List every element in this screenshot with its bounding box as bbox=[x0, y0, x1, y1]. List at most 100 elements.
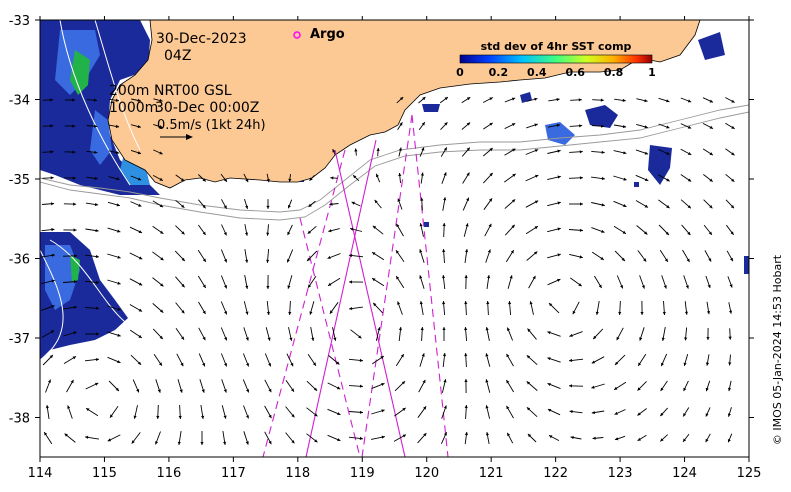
current-vector-head bbox=[557, 201, 561, 205]
current-vector-head bbox=[506, 380, 510, 384]
current-vector-head bbox=[557, 227, 561, 231]
current-vector-head bbox=[110, 414, 113, 418]
current-vector-head bbox=[708, 231, 712, 235]
current-vector-head bbox=[644, 178, 649, 181]
current-vector-head bbox=[155, 441, 159, 445]
current-vector-head bbox=[398, 147, 402, 151]
current-vector-head bbox=[133, 415, 137, 419]
current-vector-head bbox=[578, 98, 582, 102]
current-vector-head bbox=[661, 362, 664, 367]
current-vector-head bbox=[159, 98, 163, 102]
current-vector-head bbox=[665, 231, 669, 235]
current-vector-head bbox=[511, 224, 515, 229]
current-vector-head bbox=[48, 379, 51, 383]
current-vector-head bbox=[593, 335, 597, 340]
scale-label: 0.5m/s (1kt 24h) bbox=[157, 118, 266, 133]
current-vector-head bbox=[328, 229, 332, 233]
contour-white-west bbox=[40, 20, 141, 361]
current-vector-head bbox=[381, 383, 385, 386]
current-vector-head bbox=[686, 258, 690, 262]
current-vector-head bbox=[359, 384, 363, 388]
current-vector-head bbox=[137, 177, 142, 181]
current-vector-head bbox=[730, 257, 733, 262]
current-vector-head bbox=[683, 413, 687, 417]
current-vector-head bbox=[268, 388, 272, 393]
current-vector-head bbox=[661, 337, 665, 341]
current-vector-head bbox=[683, 438, 687, 442]
x-tick-label: 116 bbox=[156, 466, 181, 481]
current-vector-head bbox=[507, 432, 511, 437]
current-vector-head bbox=[506, 353, 510, 358]
x-tick-label: 125 bbox=[737, 466, 762, 481]
current-vector-head bbox=[181, 257, 185, 262]
current-vector-head bbox=[687, 125, 692, 129]
current-vector-head bbox=[637, 412, 641, 416]
current-vector-head bbox=[420, 327, 424, 331]
current-vector-head bbox=[160, 230, 164, 234]
current-vector-head bbox=[569, 333, 573, 337]
current-vector-head bbox=[705, 438, 709, 443]
current-vector-head bbox=[397, 301, 401, 305]
current-vector-head bbox=[400, 354, 404, 358]
current-vector-head bbox=[511, 123, 516, 127]
current-vector-head bbox=[329, 310, 333, 314]
current-vector-head bbox=[664, 258, 668, 262]
current-vector-head bbox=[579, 176, 583, 180]
x-axis: 114 115 116 117 118 119 120 121 122 123 124 125 bbox=[28, 16, 762, 481]
current-vector-head bbox=[138, 308, 143, 312]
current-vector-head bbox=[420, 197, 424, 201]
depth-label-1000m: 1000m bbox=[109, 100, 158, 116]
current-vector-head bbox=[569, 358, 573, 362]
current-vector-head bbox=[116, 203, 120, 207]
current-vector-head bbox=[266, 311, 270, 315]
current-vector-head bbox=[466, 197, 469, 201]
current-vector-head bbox=[442, 327, 446, 330]
current-vector-head bbox=[709, 125, 713, 129]
current-vector-head bbox=[116, 177, 120, 181]
current-vector-head bbox=[223, 178, 227, 182]
current-vector-head bbox=[489, 198, 493, 202]
current-vector-head bbox=[138, 334, 142, 338]
current-vector-head bbox=[591, 360, 596, 364]
current-vector-head bbox=[637, 437, 641, 441]
current-vector-head bbox=[622, 230, 626, 234]
current-vector-head bbox=[569, 384, 572, 388]
current-vector-head bbox=[486, 301, 490, 305]
current-vector-head bbox=[223, 415, 227, 419]
current-vector-head bbox=[731, 99, 735, 103]
current-vector-head bbox=[95, 358, 99, 362]
current-vector-head bbox=[510, 250, 514, 254]
current-vector-head bbox=[94, 176, 98, 180]
current-vector-head bbox=[73, 202, 77, 206]
current-vector-head bbox=[287, 205, 291, 209]
product-label: NRT00 GSL bbox=[154, 83, 232, 99]
x-tick-label: 117 bbox=[221, 466, 246, 481]
current-vector-head bbox=[223, 441, 227, 445]
current-vector-head bbox=[137, 125, 141, 129]
current-vector-head bbox=[354, 148, 358, 152]
current-vector-head bbox=[351, 201, 355, 205]
current-vector-head bbox=[644, 231, 648, 235]
current-vector-head bbox=[96, 332, 99, 336]
current-vector-head bbox=[138, 203, 142, 207]
current-vector-head bbox=[508, 301, 512, 305]
current-vector-head bbox=[181, 204, 185, 208]
credit-label: © IMOS 05-Jan-2024 14:53 Hobart bbox=[771, 254, 784, 445]
current-vector-head bbox=[569, 410, 573, 414]
current-vector-head bbox=[547, 357, 551, 361]
current-vector-head bbox=[45, 405, 49, 409]
current-vector-head bbox=[309, 177, 313, 181]
current-vector-head bbox=[601, 124, 605, 128]
current-vector-head bbox=[268, 363, 271, 367]
current-vector-head bbox=[683, 362, 687, 366]
current-vector-head bbox=[178, 415, 182, 419]
current-vector-head bbox=[308, 203, 312, 207]
current-vector-head bbox=[67, 405, 71, 409]
current-vector-head bbox=[464, 431, 468, 436]
current-vector-head bbox=[485, 353, 489, 357]
current-vector-head bbox=[349, 307, 353, 311]
current-vector-head bbox=[579, 255, 583, 259]
current-vector-head bbox=[398, 173, 402, 177]
current-vector-head bbox=[337, 412, 341, 415]
current-vector-head bbox=[728, 387, 732, 392]
